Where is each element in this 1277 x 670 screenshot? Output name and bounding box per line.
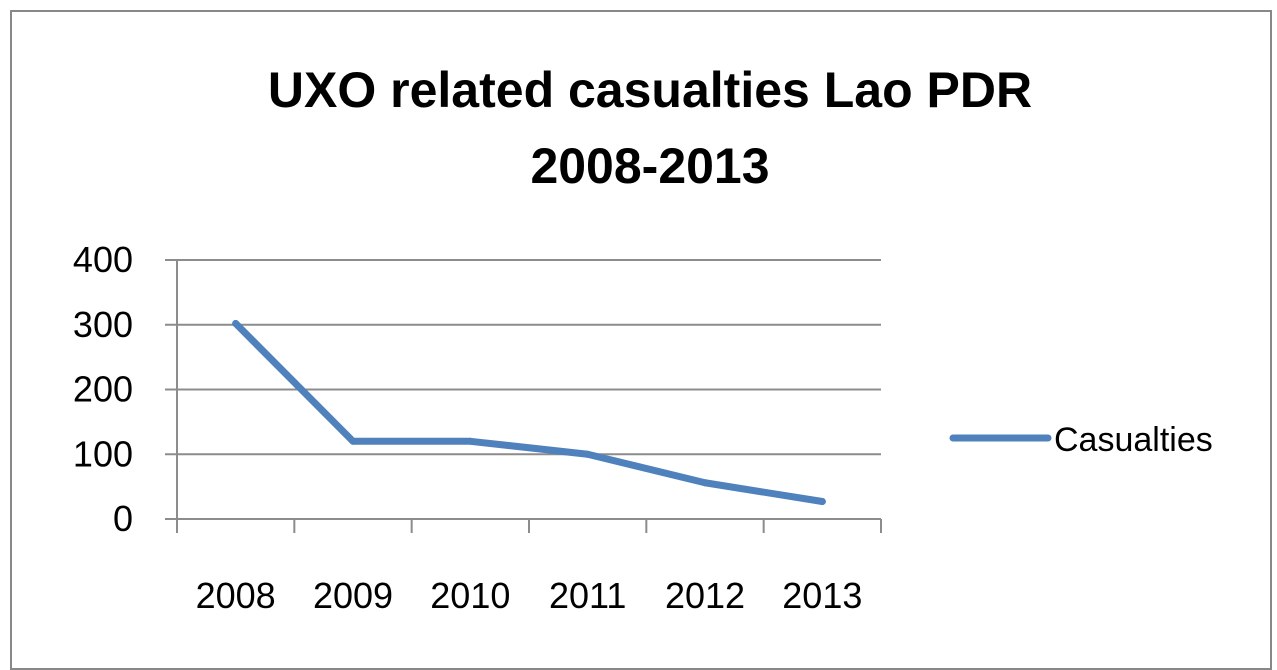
series-line bbox=[232, 319, 826, 506]
y-tick-label: 100 bbox=[73, 433, 133, 474]
legend-label: Casualties bbox=[1054, 421, 1213, 459]
x-tick-label: 2011 bbox=[549, 575, 626, 616]
y-tick-label: 0 bbox=[113, 498, 133, 539]
x-tick-label: 2008 bbox=[196, 575, 276, 616]
chart-frame bbox=[10, 10, 1272, 670]
x-tick-label: 2009 bbox=[313, 575, 393, 616]
data-point bbox=[349, 437, 357, 445]
x-tick-label: 2012 bbox=[665, 575, 745, 616]
data-point bbox=[466, 437, 474, 445]
data-point bbox=[818, 498, 826, 506]
data-point bbox=[232, 319, 240, 327]
data-point bbox=[584, 450, 592, 458]
y-tick-label: 400 bbox=[73, 239, 133, 280]
y-tick-label: 300 bbox=[73, 304, 133, 345]
y-tick-label: 200 bbox=[73, 369, 133, 410]
chart-title-line-2: 2008-2013 bbox=[530, 138, 770, 194]
chart-title: UXO related casualties Lao PDR 2008-2013 bbox=[0, 52, 1277, 204]
x-tick-label: 2013 bbox=[782, 575, 862, 616]
chart-title-line-1: UXO related casualties Lao PDR bbox=[267, 62, 1033, 118]
data-point bbox=[701, 479, 709, 487]
x-tick-label: 2010 bbox=[430, 575, 510, 616]
